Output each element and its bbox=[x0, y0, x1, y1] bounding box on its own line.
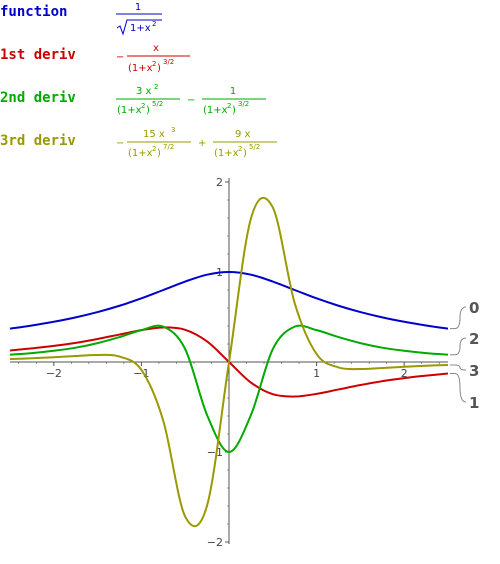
f3-term2-numerator: 9 x bbox=[235, 129, 251, 140]
f3-term2-denominator: (1+x bbox=[214, 148, 239, 159]
f1-sign: − bbox=[116, 52, 124, 63]
f2-term1-denominator-pow: 5/2 bbox=[152, 100, 163, 108]
f2-term2-numerator: 1 bbox=[230, 86, 236, 97]
f3-term1-numerator: 15 x bbox=[143, 129, 165, 140]
f2-term1-denominator: (1+x bbox=[117, 105, 142, 116]
f2-term2-denominator-close: ) bbox=[232, 105, 236, 116]
end-label-leader bbox=[450, 306, 467, 330]
end-label-leader bbox=[450, 364, 467, 371]
f3-term1-denominator-close: ) bbox=[157, 148, 161, 159]
formula-function: 1 1+x 2 bbox=[116, 2, 162, 36]
end-label: 3 bbox=[469, 362, 479, 380]
end-labels: 0 2 3 1 bbox=[450, 299, 479, 412]
row-label-3rd-deriv: 3rd deriv bbox=[0, 133, 76, 149]
row-label-1st-deriv: 1st deriv bbox=[0, 47, 76, 63]
axes: −2 −1 1 221−1−2 bbox=[10, 176, 448, 549]
row-label-2nd-deriv: 2nd deriv bbox=[0, 90, 76, 106]
f1-numerator: x bbox=[153, 43, 159, 54]
series-line-2 bbox=[9, 324, 449, 454]
f1-denominator-exp: 2 bbox=[152, 60, 156, 68]
f2-term2-denominator: (1+x bbox=[203, 105, 228, 116]
f1-denominator-close: ) bbox=[157, 63, 161, 74]
f0-radical-sign bbox=[116, 19, 162, 36]
f1-denominator-pow: 3/2 bbox=[163, 58, 174, 66]
end-label-leader bbox=[450, 373, 467, 403]
x-tick-label: 1 bbox=[313, 367, 320, 380]
f2-term2-denominator-exp: 2 bbox=[227, 102, 231, 110]
f3-term1-denominator-pow: 7/2 bbox=[163, 143, 174, 151]
end-label: 2 bbox=[469, 330, 479, 348]
f3-term2-denominator-pow: 5/2 bbox=[249, 143, 260, 151]
row-label-function: function bbox=[0, 4, 68, 20]
x-tick-label: 2 bbox=[401, 367, 408, 380]
x-tick-label: −2 bbox=[46, 367, 62, 380]
formulas-panel: 1 1+x 2 − x (1+x 2 ) 3/2 3 x 2 (1+x 2 ) … bbox=[116, 2, 277, 159]
f2-term1-numerator: 3 x bbox=[136, 86, 152, 97]
end-label-leader bbox=[450, 337, 467, 356]
y-tick-label: −2 bbox=[207, 536, 223, 549]
f2-operator: − bbox=[187, 95, 195, 106]
series-group bbox=[9, 197, 449, 527]
f2-term2-denominator-pow: 3/2 bbox=[238, 100, 249, 108]
series-line-3 bbox=[9, 197, 449, 527]
y-tick-label: −1 bbox=[207, 446, 223, 459]
y-tick-label: 2 bbox=[216, 176, 223, 189]
f0-numerator: 1 bbox=[135, 2, 141, 13]
f3-operator: + bbox=[198, 138, 206, 149]
f2-term1-denominator-exp: 2 bbox=[141, 102, 145, 110]
f2-term1-denominator-close: ) bbox=[146, 105, 150, 116]
f3-sign: − bbox=[116, 138, 124, 149]
f0-denominator: 1+x bbox=[130, 23, 151, 34]
f3-term1-numerator-exp: 3 bbox=[171, 126, 175, 134]
f2-term1-numerator-exp: 2 bbox=[154, 83, 158, 91]
f3-term1-denominator-exp: 2 bbox=[152, 145, 156, 153]
f0-denominator-exp: 2 bbox=[152, 20, 156, 28]
formula-2nd-deriv: 3 x 2 (1+x 2 ) 5/2 − 1 (1+x 2 ) 3/2 bbox=[116, 83, 266, 116]
f3-term2-denominator-close: ) bbox=[243, 148, 247, 159]
end-label: 0 bbox=[469, 299, 479, 317]
formula-1st-deriv: − x (1+x 2 ) 3/2 bbox=[116, 43, 190, 74]
f3-term2-denominator-exp: 2 bbox=[238, 145, 242, 153]
formula-3rd-deriv: − 15 x 3 (1+x 2 ) 7/2 + 9 x (1+x 2 ) 5/2 bbox=[116, 126, 277, 159]
end-label: 1 bbox=[469, 394, 479, 412]
series-line-0 bbox=[9, 270, 449, 330]
f3-term1-denominator: (1+x bbox=[128, 148, 153, 159]
f1-denominator: (1+x bbox=[128, 63, 153, 74]
